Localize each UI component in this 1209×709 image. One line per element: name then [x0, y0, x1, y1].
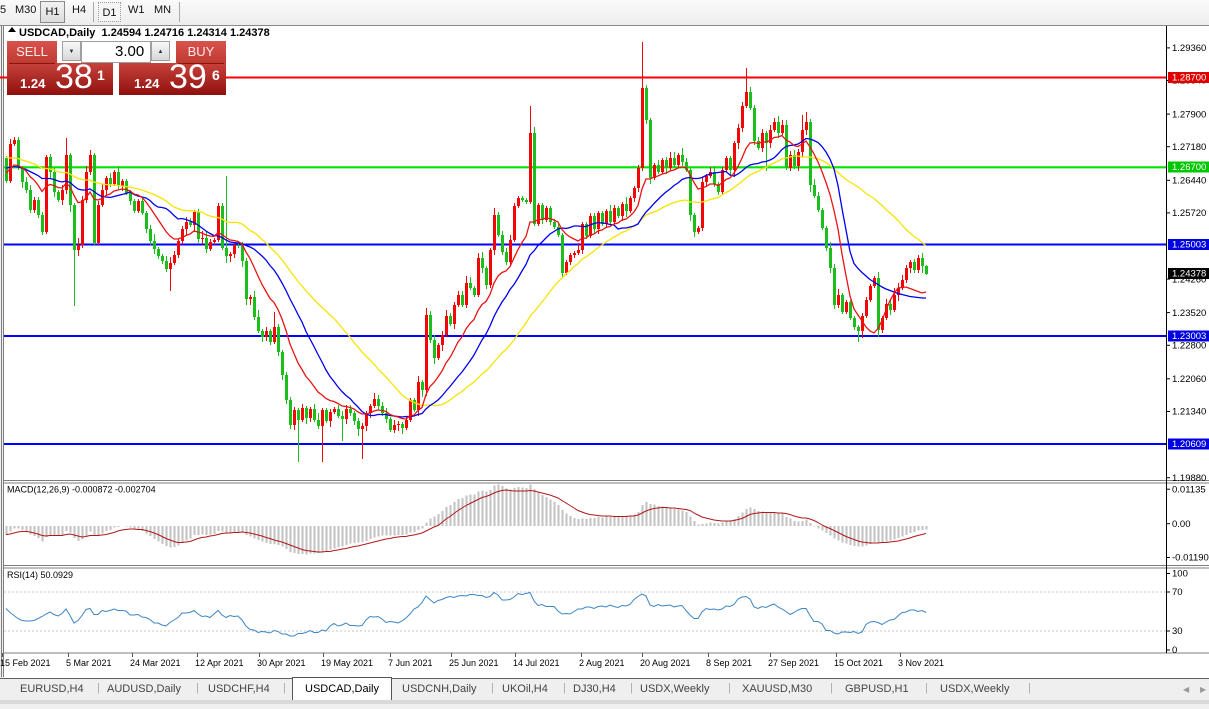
svg-text:5 Mar 2021: 5 Mar 2021 [66, 658, 112, 668]
svg-text:-0.011904: -0.011904 [1172, 553, 1209, 564]
svg-text:24 Mar 2021: 24 Mar 2021 [130, 658, 181, 668]
svg-text:1.28700: 1.28700 [1172, 73, 1206, 84]
svg-text:RSI(14) 50.0929: RSI(14) 50.0929 [7, 570, 73, 580]
svg-text:70: 70 [1172, 587, 1183, 598]
svg-text:1.25720: 1.25720 [1172, 208, 1206, 219]
svg-text:100: 100 [1172, 569, 1188, 580]
svg-text:1.25003: 1.25003 [1172, 240, 1206, 251]
svg-text:1.23520: 1.23520 [1172, 308, 1206, 319]
svg-text:3 Nov 2021: 3 Nov 2021 [898, 658, 944, 668]
svg-text:1.22060: 1.22060 [1172, 374, 1206, 385]
svg-text:1.29360: 1.29360 [1172, 43, 1206, 54]
svg-text:15 Feb 2021: 15 Feb 2021 [0, 658, 51, 668]
svg-text:1.24378: 1.24378 [1172, 269, 1206, 280]
svg-text:12 Apr 2021: 12 Apr 2021 [195, 658, 244, 668]
svg-text:1.27900: 1.27900 [1172, 109, 1206, 120]
svg-text:8 Sep 2021: 8 Sep 2021 [706, 658, 752, 668]
svg-text:20 Aug 2021: 20 Aug 2021 [640, 658, 691, 668]
svg-text:0.01135: 0.01135 [1172, 484, 1206, 495]
svg-text:19 May 2021: 19 May 2021 [321, 658, 373, 668]
svg-text:0.00: 0.00 [1172, 519, 1191, 530]
svg-text:2 Aug 2021: 2 Aug 2021 [579, 658, 625, 668]
svg-text:30: 30 [1172, 626, 1183, 637]
svg-text:1.26440: 1.26440 [1172, 176, 1206, 187]
svg-text:1.23003: 1.23003 [1172, 331, 1206, 342]
svg-text:15 Oct 2021: 15 Oct 2021 [834, 658, 883, 668]
svg-text:1.24260: 1.24260 [1172, 274, 1206, 285]
svg-text:1.19880: 1.19880 [1172, 473, 1206, 484]
svg-text:25 Jun 2021: 25 Jun 2021 [449, 658, 499, 668]
svg-text:1.26700: 1.26700 [1172, 162, 1206, 173]
svg-text:1.27180: 1.27180 [1172, 142, 1206, 153]
svg-text:1.21340: 1.21340 [1172, 407, 1206, 418]
svg-text:1.20609: 1.20609 [1172, 439, 1206, 450]
svg-text:30 Apr 2021: 30 Apr 2021 [257, 658, 306, 668]
svg-text:MACD(12,26,9) -0.000872 -0.002: MACD(12,26,9) -0.000872 -0.002704 [7, 485, 156, 495]
svg-text:27 Sep 2021: 27 Sep 2021 [768, 658, 819, 668]
svg-text:USDCAD,Daily 1.24594 1.24716: USDCAD,Daily 1.24594 1.24716 1.24314 1.2… [19, 27, 270, 39]
svg-text:14 Jul 2021: 14 Jul 2021 [513, 658, 560, 668]
svg-text:1.22800: 1.22800 [1172, 341, 1206, 352]
svg-text:0: 0 [1172, 645, 1177, 656]
svg-text:7 Jun 2021: 7 Jun 2021 [388, 658, 433, 668]
